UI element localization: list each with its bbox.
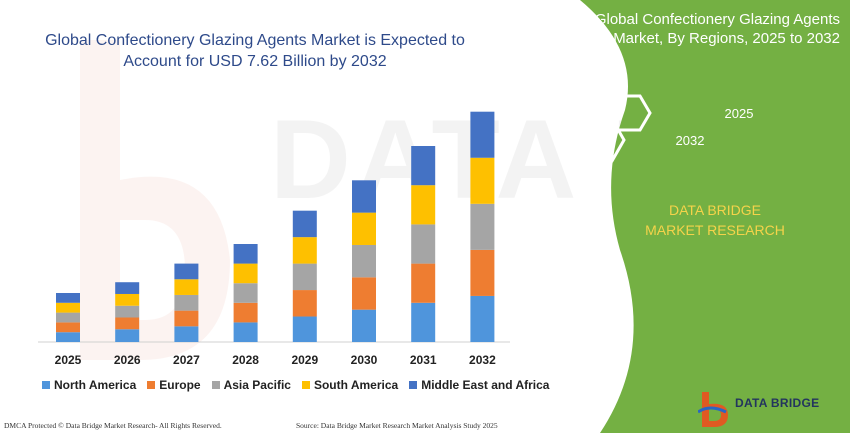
- bar-2032-asia-pacific: [470, 203, 495, 250]
- hex-2025-shape: [606, 94, 652, 132]
- hex-label-start: 2032: [675, 133, 705, 148]
- legend-swatch: [42, 381, 50, 389]
- logo-name: DATA BRIDGE: [735, 396, 820, 410]
- hex-label-end: 2025: [724, 106, 754, 121]
- bar-2028-south-america: [233, 263, 258, 284]
- legend-swatch: [147, 381, 156, 389]
- footer-source: Source: Data Bridge Market Research Mark…: [296, 421, 498, 430]
- bar-2026-asia-pacific: [115, 305, 140, 318]
- bar-2032-europe: [470, 249, 495, 296]
- legend-item-asia-pacific: Asia Pacific: [211, 378, 291, 392]
- bar-2031-europe: [411, 263, 436, 303]
- bar-2031-south-america: [411, 185, 436, 225]
- bar-2025-asia-pacific: [56, 312, 80, 323]
- x-tick-label-2026: 2026: [114, 353, 141, 367]
- x-tick-label-2028: 2028: [232, 353, 259, 367]
- legend-item-south-america: South America: [301, 378, 399, 392]
- x-tick-label-2031: 2031: [410, 353, 437, 367]
- bar-2028-europe: [233, 302, 258, 323]
- legend-item-europe: Europe: [147, 378, 201, 392]
- bar-2030-asia-pacific: [352, 244, 376, 278]
- brand-text: DATA BRIDGE MARKET RESEARCH: [645, 202, 785, 238]
- hex-2032-shape: [574, 117, 626, 163]
- bar-2027-asia-pacific: [174, 294, 199, 311]
- bar-2027-middle-east-and-africa: [174, 263, 199, 280]
- chart-legend: North America Europe Asia Pacific South Ame…: [42, 378, 560, 392]
- bar-2027-north-america: [174, 326, 199, 342]
- bar-2025-europe: [56, 322, 80, 333]
- bar-2030-north-america: [352, 309, 376, 342]
- legend-item-north-america: North America: [42, 378, 136, 392]
- bar-2031-middle-east-and-africa: [411, 146, 436, 186]
- stacked-bar-chart: 2025 2026 2027 2028 2029 2030 2031 2032: [38, 111, 510, 367]
- bar-2025-south-america: [56, 302, 80, 313]
- x-tick-label-2027: 2027: [173, 353, 200, 367]
- bar-2029-europe: [292, 290, 317, 317]
- bar-2027-europe: [174, 310, 199, 327]
- bar-2032-north-america: [470, 295, 495, 342]
- bar-2032-south-america: [470, 157, 495, 204]
- legend-label: Europe: [159, 378, 201, 392]
- bar-2025-middle-east-and-africa: [56, 293, 80, 303]
- chart-title: Global Confectionery Glazing Agents Mark…: [45, 32, 465, 70]
- bar-2028-middle-east-and-africa: [233, 244, 258, 264]
- bar-2030-south-america: [352, 212, 376, 245]
- bar-2030-middle-east-and-africa: [352, 180, 376, 213]
- legend-label: North America: [54, 378, 137, 392]
- bar-2026-north-america: [115, 329, 140, 342]
- bar-2027-south-america: [174, 279, 199, 295]
- bar-2029-middle-east-and-africa: [292, 210, 317, 238]
- bar-2031-asia-pacific: [411, 224, 436, 264]
- green-panel: [540, 0, 850, 433]
- bar-2030-europe: [352, 277, 376, 310]
- bar-2028-asia-pacific: [233, 283, 258, 303]
- bar-2029-north-america: [292, 316, 317, 342]
- logo-icon: [698, 392, 728, 427]
- bar-2028-north-america: [233, 322, 258, 342]
- footer-copyright: DMCA Protected © Data Bridge Market Rese…: [4, 421, 222, 430]
- legend-label: Asia Pacific: [223, 378, 291, 392]
- bar-2026-europe: [115, 317, 140, 330]
- legend-item-middle-east-and-africa: Middle East and Africa: [409, 378, 549, 392]
- x-tick-label-2025: 2025: [55, 353, 82, 367]
- bar-2029-asia-pacific: [292, 263, 317, 291]
- bar-2026-south-america: [115, 293, 140, 306]
- bar-2031-north-america: [411, 302, 436, 342]
- legend-label: Middle East and Africa: [421, 378, 550, 392]
- legend-swatch: [301, 381, 310, 389]
- x-tick-label-2029: 2029: [291, 353, 318, 367]
- bar-2025-north-america: [56, 332, 80, 342]
- x-tick-label-2030: 2030: [351, 353, 378, 367]
- x-tick-label-2032: 2032: [469, 353, 496, 367]
- bar-2026-middle-east-and-africa: [115, 282, 140, 294]
- panel-title: Global Confectionery Glazing Agents Mark…: [594, 11, 840, 47]
- legend-swatch: [409, 381, 418, 389]
- legend-swatch: [211, 381, 220, 389]
- bar-2032-middle-east-and-africa: [470, 111, 495, 158]
- legend-label: South America: [313, 378, 399, 392]
- bar-2029-south-america: [292, 237, 317, 264]
